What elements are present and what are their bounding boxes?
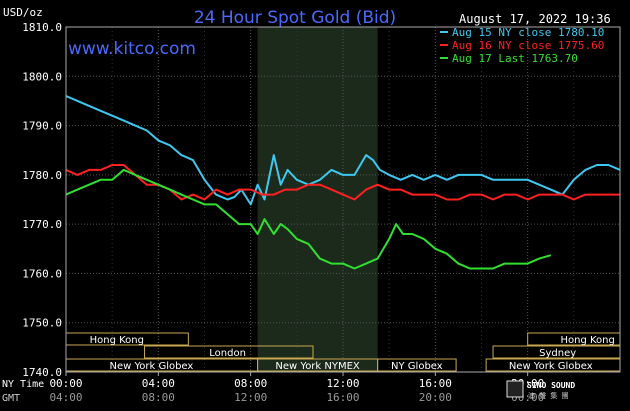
session-label: Hong Kong <box>560 335 614 346</box>
y-tick-label: 1790.0 <box>22 120 62 133</box>
y-tick-label: 1770.0 <box>22 218 62 231</box>
x-tick-label-gmt: 12:00 <box>234 391 267 404</box>
series-line <box>65 168 552 270</box>
row-label-gmt: GMT <box>2 393 20 404</box>
session-label: New York Globex <box>109 361 193 372</box>
x-tick-label-gmt: 08:00 <box>142 391 175 404</box>
market-sessions: Hong Kong Hong Kong London Sydney New York G… <box>65 332 621 372</box>
price-series <box>65 95 621 270</box>
sino-sound-subtitle: 澳 聲 集 團 <box>528 391 569 400</box>
x-tick-label-ny: 08:00 <box>234 377 267 390</box>
legend-label: Aug 16 NY close 1775.60 <box>452 39 604 52</box>
session-label: Hong Kong <box>90 335 144 346</box>
unit-label: USD/oz <box>3 6 43 19</box>
session-label: New York Globex <box>509 361 593 372</box>
x-tick-label-ny: 16:00 <box>419 377 452 390</box>
x-tick-label-gmt: 20:00 <box>419 391 452 404</box>
session-label: London <box>209 348 246 359</box>
nymex-session-shade <box>257 27 378 372</box>
x-tick-label-ny: 04:00 <box>142 377 175 390</box>
session-label: NY Globex <box>391 361 443 372</box>
y-tick-label: 1810.0 <box>22 21 62 34</box>
session-label: New York NYMEX <box>275 361 360 372</box>
session-label: Sydney <box>539 348 576 359</box>
sino-sound-logo: SINO SOUND 澳 聲 集 團 <box>506 380 575 400</box>
chart-title: 24 Hour Spot Gold (Bid) <box>194 8 396 28</box>
x-tick-label-ny: 12:00 <box>326 377 359 390</box>
x-tick-label-gmt: 04:00 <box>49 391 82 404</box>
y-tick-label: 1780.0 <box>22 169 62 182</box>
site-watermark: www.kitco.com <box>68 39 196 59</box>
legend-label: Aug 15 NY close 1780.10 <box>452 26 604 39</box>
timestamp: August 17, 2022 19:36 <box>459 12 611 26</box>
x-axis: NY TimeGMT00:0004:0004:0008:0008:0012:00… <box>2 372 544 404</box>
y-tick-label: 1800.0 <box>22 70 62 83</box>
row-label-ny: NY Time <box>2 379 44 390</box>
series-line <box>65 95 621 206</box>
y-tick-label: 1750.0 <box>22 317 62 330</box>
session-box <box>143 345 314 359</box>
x-tick-label-ny: 00:00 <box>49 377 82 390</box>
x-tick-label-gmt: 16:00 <box>326 391 359 404</box>
legend-label: Aug 17 Last 1763.70 <box>452 52 578 65</box>
y-axis: 1810.0 1800.0 1790.0 1780.0 1770.0 1760.0 1750… <box>22 21 62 379</box>
sino-sound-brand: SINO SOUND <box>527 381 575 390</box>
y-tick-label: 1760.0 <box>22 267 62 280</box>
y-tick-label: 1740.0 <box>22 366 62 379</box>
session-box <box>377 358 457 372</box>
